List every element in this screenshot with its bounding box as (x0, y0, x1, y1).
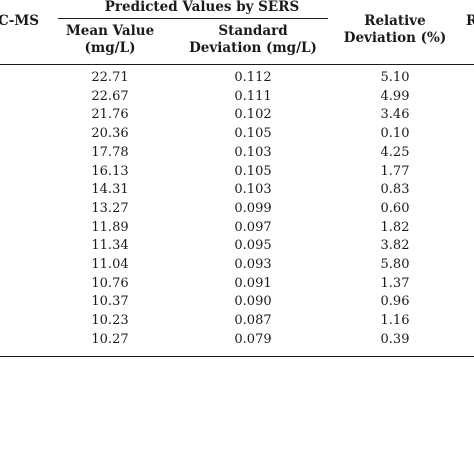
cell-relative-deviation: 1.82 (380, 219, 410, 235)
cell-standard-deviation: 0.105 (234, 126, 272, 142)
cell-mean-value: 17.78 (91, 144, 129, 160)
cell-standard-deviation: 0.079 (234, 331, 272, 347)
cell-standard-deviation: 0.095 (234, 238, 272, 254)
cell-relative-deviation: 4.25 (380, 144, 410, 160)
cell-mean-value: 10.23 (91, 313, 129, 329)
header-sd-line1: Standard (218, 23, 288, 39)
cell-standard-deviation: 0.090 (234, 294, 272, 310)
cell-standard-deviation: 0.105 (234, 163, 272, 179)
cell-relative-deviation: 0.60 (380, 200, 410, 216)
cell-relative-deviation: 1.37 (380, 275, 410, 291)
cell-mean-value: 20.36 (91, 126, 129, 142)
cell-standard-deviation: 0.091 (234, 275, 272, 291)
cell-relative-deviation: 3.46 (380, 107, 410, 123)
cell-standard-deviation: 0.111 (234, 88, 272, 104)
cell-mean-value: 10.37 (91, 294, 129, 310)
header-rd-line2: Deviation (%) (343, 30, 447, 46)
cell-mean-value: 11.34 (91, 238, 129, 254)
table-bottom-rule (0, 356, 474, 357)
cell-relative-deviation: 0.83 (380, 182, 410, 198)
cell-relative-deviation: 3.82 (380, 238, 410, 254)
cell-mean-value: 21.76 (91, 107, 129, 123)
header-bottom-rule (0, 64, 474, 65)
cell-standard-deviation: 0.103 (234, 144, 272, 160)
cell-mean-value: 10.27 (91, 331, 129, 347)
cell-standard-deviation: 0.087 (234, 313, 272, 329)
cell-mean-value: 13.27 (91, 200, 129, 216)
cell-relative-deviation: 0.39 (380, 331, 410, 347)
cell-standard-deviation: 0.099 (234, 200, 272, 216)
cell-standard-deviation: 0.112 (234, 70, 272, 85)
cell-standard-deviation: 0.103 (234, 182, 272, 198)
header-standard-deviation: Standard Deviation (mg/L) (183, 23, 323, 57)
header-sd-line2: Deviation (mg/L) (189, 40, 317, 56)
header-mean-value: Mean Value (mg/L) (55, 23, 165, 57)
cell-mean-value: 22.67 (91, 88, 129, 104)
cell-relative-deviation: 5.10 (380, 70, 410, 85)
cell-relative-deviation: 4.99 (380, 88, 410, 104)
cell-mean-value: 11.89 (91, 219, 129, 235)
cell-relative-deviation: 5.80 (380, 257, 410, 272)
cell-standard-deviation: 0.102 (234, 107, 272, 123)
cell-relative-deviation: 0.10 (380, 126, 410, 142)
header-rd-line1: Relative (364, 13, 426, 29)
header-group-sers: Predicted Values by SERS (104, 0, 300, 15)
cell-mean-value: 16.13 (91, 163, 129, 179)
header-relative-deviation: Relative Deviation (%) (335, 13, 455, 47)
header-gcms-partial: C-MS (0, 13, 40, 29)
cell-mean-value: 10.76 (91, 275, 129, 291)
header-right-partial: R (466, 13, 474, 29)
cell-standard-deviation: 0.093 (234, 257, 272, 272)
cell-relative-deviation: 0.96 (380, 294, 410, 310)
group-underline (58, 18, 328, 19)
cell-mean-value: 14.31 (91, 182, 129, 198)
header-mean-line2: (mg/L) (84, 40, 136, 56)
cell-mean-value: 22.71 (91, 70, 129, 85)
cell-mean-value: 11.04 (91, 257, 129, 272)
cell-relative-deviation: 1.77 (380, 163, 410, 179)
cell-relative-deviation: 1.16 (380, 313, 410, 329)
cell-standard-deviation: 0.097 (234, 219, 272, 235)
header-mean-line1: Mean Value (65, 23, 155, 39)
